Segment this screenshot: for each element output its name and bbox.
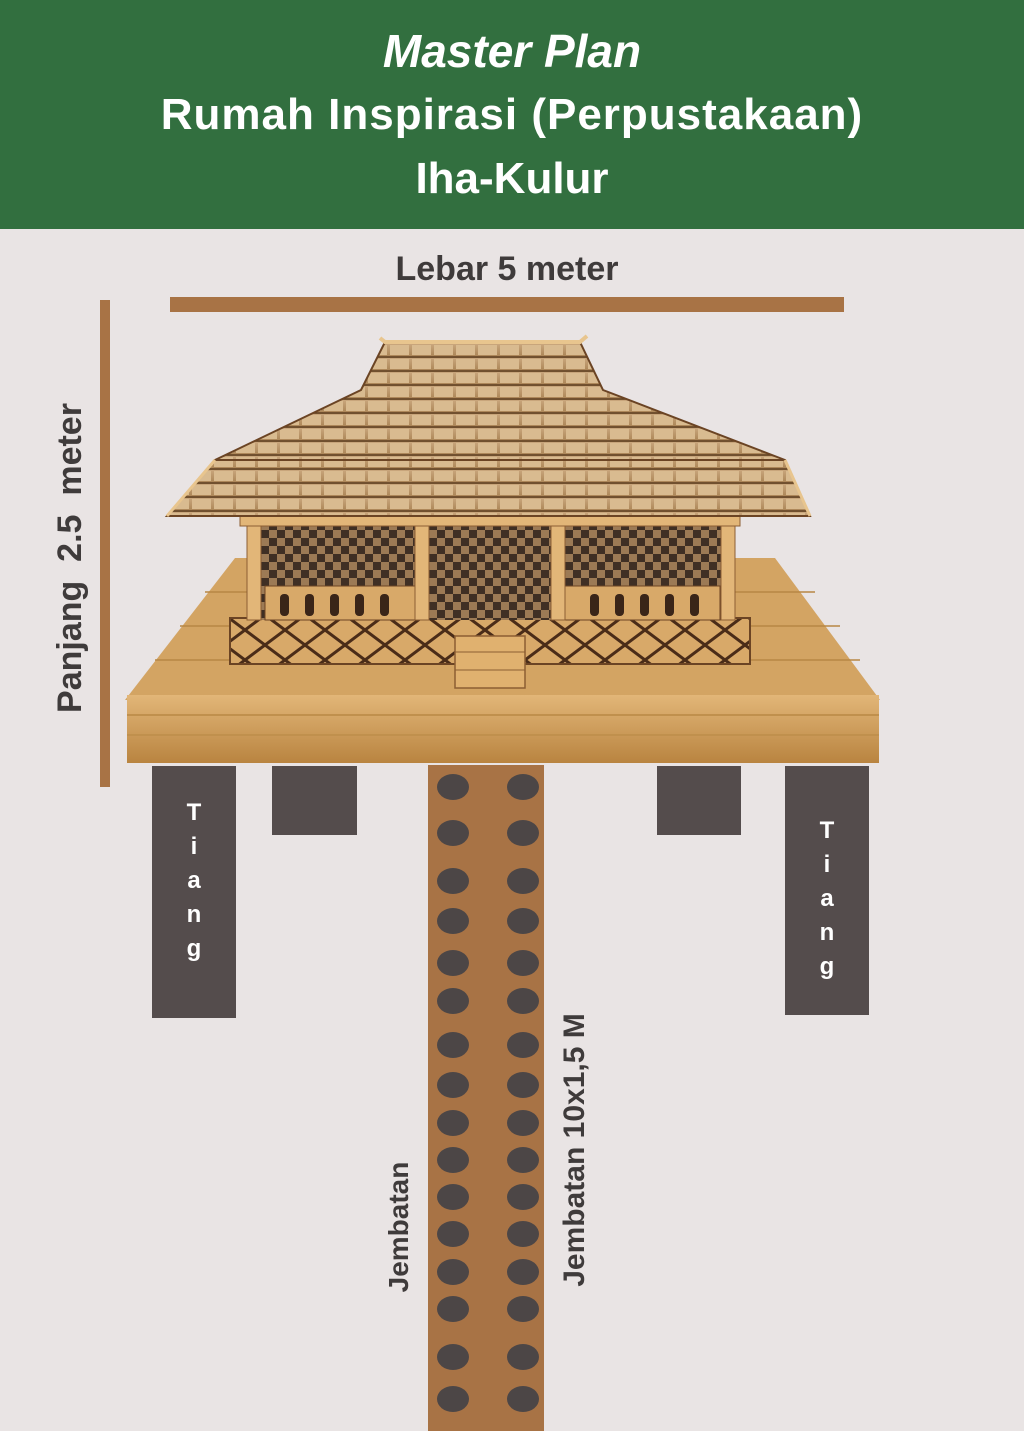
bridge-plank-dot	[507, 774, 539, 800]
bridge-plank-dot	[437, 868, 469, 894]
bridge-plank-dot	[507, 820, 539, 846]
subtitle: Rumah Inspirasi (Perpustakaan)	[160, 90, 864, 139]
bridge-plank-dot	[507, 1296, 539, 1322]
pillar-block-right	[657, 766, 741, 835]
bridge-plank-dot	[507, 1259, 539, 1285]
header-banner: Master Plan Rumah Inspirasi (Perpustakaa…	[0, 0, 1024, 229]
bridge-plank-dot	[507, 1344, 539, 1370]
bridge-plank-dot	[437, 1072, 469, 1098]
bridge-plank-dot	[507, 868, 539, 894]
bridge-plank-dot	[437, 1147, 469, 1173]
bridge-plank-dot	[507, 1184, 539, 1210]
bridge-plank-dot	[507, 1386, 539, 1412]
bridge-plank-dot	[437, 988, 469, 1014]
bridge-plank-dot	[437, 908, 469, 934]
width-label: Lebar 5 meter	[395, 250, 619, 288]
bridge-plank-dot	[507, 908, 539, 934]
bridge-plank-dot	[507, 988, 539, 1014]
bridge-plank-dot	[437, 1032, 469, 1058]
length-bar	[100, 300, 110, 787]
bridge-plank-dot	[437, 1110, 469, 1136]
bridge-right-label: Jembatan 10x1,5 M	[558, 1013, 591, 1287]
pillar-right: T i a n g	[785, 766, 869, 1015]
bridge	[428, 765, 544, 1431]
pillar-left: T i a n g	[152, 766, 236, 1018]
bridge-plank-dot	[437, 1221, 469, 1247]
bridge-plank-dot	[437, 1386, 469, 1412]
bridge-plank-dot	[507, 950, 539, 976]
bridge-plank-dot	[507, 1072, 539, 1098]
bridge-plank-dot	[437, 950, 469, 976]
bridge-plank-dot	[507, 1221, 539, 1247]
bridge-plank-dot	[507, 1110, 539, 1136]
bridge-plank-dot	[437, 820, 469, 846]
location-title: Iha-Kulur	[415, 154, 609, 203]
house-model-illustration	[125, 334, 880, 763]
bridge-plank-dot	[437, 1259, 469, 1285]
width-bar	[170, 297, 844, 312]
bridge-plank-dot	[437, 1184, 469, 1210]
pillar-left-label: T i a n g	[186, 799, 202, 962]
bridge-left-label: Jembatan	[383, 1161, 414, 1293]
bridge-plank-dot	[507, 1032, 539, 1058]
bridge-plank-dot	[507, 1147, 539, 1173]
pillar-right-label: T i a n g	[819, 817, 835, 980]
bridge-plank-dot	[437, 774, 469, 800]
title: Master Plan	[382, 25, 642, 77]
length-label: Panjang 2.5 meter	[51, 403, 89, 713]
bridge-plank-dot	[437, 1344, 469, 1370]
pillar-block-left	[272, 766, 357, 835]
bridge-plank-dot	[437, 1296, 469, 1322]
